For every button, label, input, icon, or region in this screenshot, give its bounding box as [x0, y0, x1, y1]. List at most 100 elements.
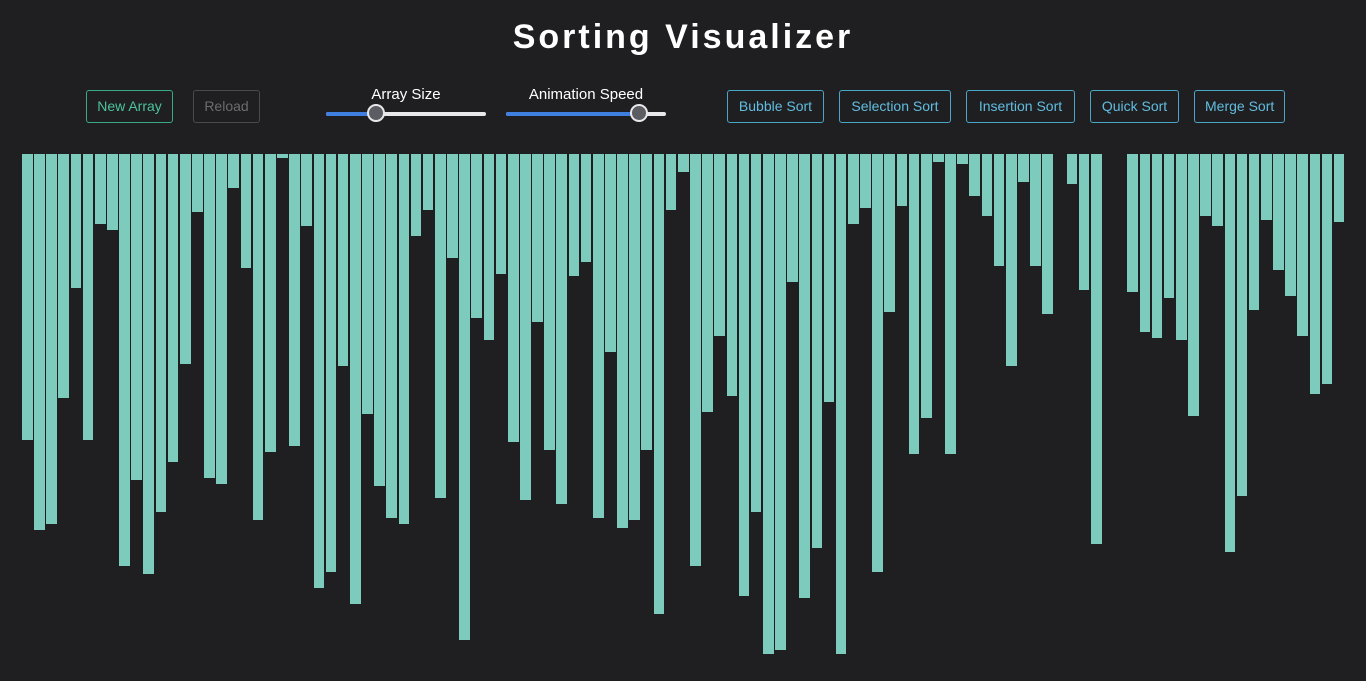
array-bar [726, 154, 738, 396]
array-bar [167, 154, 179, 462]
array-bar [993, 154, 1005, 266]
array-bar [1236, 154, 1248, 496]
array-bar [847, 154, 859, 224]
array-bar [957, 154, 968, 164]
array-bar [289, 154, 300, 446]
new-array-button[interactable]: New Array [86, 90, 173, 123]
array-bar [1248, 154, 1260, 310]
array-size-slider-group: Array Size [326, 84, 486, 124]
array-bar [945, 154, 956, 454]
array-bar [155, 154, 167, 512]
merge-sort-button[interactable]: Merge Sort [1194, 90, 1285, 123]
array-bar [1212, 154, 1224, 226]
array-bar [301, 154, 313, 226]
array-bar [920, 154, 932, 418]
array-bar [422, 154, 434, 210]
array-bar [1163, 154, 1175, 298]
array-bar [1005, 154, 1017, 366]
array-bar [362, 154, 373, 414]
array-bar [1018, 154, 1029, 182]
array-bar [313, 154, 325, 588]
array-bar [1127, 154, 1138, 292]
array-bar [532, 154, 543, 322]
array-bar [1066, 154, 1078, 184]
array-bar [46, 154, 57, 524]
array-bar [969, 154, 981, 196]
array-bar [908, 154, 920, 454]
array-bar [568, 154, 580, 276]
array-bar [34, 154, 45, 530]
array-bar [82, 154, 94, 440]
array-bar [981, 154, 993, 216]
array-bar [629, 154, 640, 520]
array-bar [884, 154, 896, 312]
insertion-sort-button[interactable]: Insertion Sort [966, 90, 1075, 123]
array-bar [714, 154, 725, 336]
array-bar [1260, 154, 1272, 220]
array-bar [204, 154, 215, 478]
array-bar [544, 154, 555, 450]
array-bar [1188, 154, 1199, 416]
array-bar [738, 154, 750, 596]
array-bar [1321, 154, 1333, 384]
array-bar [374, 154, 385, 486]
array-bar [216, 154, 227, 484]
array-bar [252, 154, 264, 520]
animation-speed-slider-group: Animation Speed [506, 84, 666, 124]
array-bar [896, 154, 908, 206]
array-bar [277, 154, 288, 158]
array-bar [94, 154, 106, 224]
array-bar [556, 154, 568, 504]
array-bar [228, 154, 240, 188]
array-bar [1078, 154, 1090, 290]
array-bar [1309, 154, 1321, 394]
array-bar [483, 154, 495, 340]
array-bar [592, 154, 604, 518]
array-bar [1224, 154, 1236, 552]
array-size-slider-thumb[interactable] [366, 104, 385, 122]
array-size-slider[interactable] [326, 104, 486, 122]
array-bar [179, 154, 191, 364]
array-bar [1297, 154, 1309, 336]
array-bar [762, 154, 774, 654]
array-bar [58, 154, 70, 398]
bubble-sort-button[interactable]: Bubble Sort [727, 90, 824, 123]
array-bar [434, 154, 446, 498]
array-bar [131, 154, 142, 480]
array-bar [702, 154, 713, 412]
animation-speed-slider-thumb[interactable] [629, 104, 648, 122]
quick-sort-button[interactable]: Quick Sort [1090, 90, 1179, 123]
array-bar [22, 154, 33, 440]
page-title: Sorting Visualizer [512, 18, 854, 56]
array-bar [1042, 154, 1053, 314]
array-bar [665, 154, 677, 210]
array-bar [192, 154, 203, 212]
array-bar [495, 154, 507, 274]
array-bar [1175, 154, 1187, 340]
array-bar [520, 154, 531, 500]
array-bar [580, 154, 592, 262]
array-size-label: Array Size [371, 86, 441, 103]
array-bar [799, 154, 811, 598]
array-bar [1151, 154, 1163, 338]
reload-button[interactable]: Reload [193, 90, 260, 123]
array-bar [1273, 154, 1284, 270]
array-bar [641, 154, 653, 450]
array-bar [605, 154, 616, 352]
array-bar [617, 154, 628, 528]
array-bar [264, 154, 276, 452]
animation-speed-slider[interactable] [506, 104, 666, 122]
animation-speed-slider-fill [506, 112, 639, 116]
array-bar [823, 154, 835, 402]
selection-sort-button[interactable]: Selection Sort [839, 90, 951, 123]
array-bar [677, 154, 689, 172]
array-bar [1090, 154, 1102, 544]
array-bar [1139, 154, 1151, 332]
array-bar [325, 154, 337, 572]
array-bar [507, 154, 519, 442]
array-bar [107, 154, 118, 230]
array-bar [775, 154, 786, 650]
array-bar [787, 154, 798, 282]
array-bar [471, 154, 483, 318]
